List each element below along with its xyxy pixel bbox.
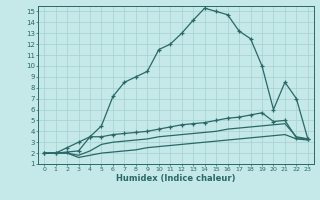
X-axis label: Humidex (Indice chaleur): Humidex (Indice chaleur) bbox=[116, 174, 236, 183]
